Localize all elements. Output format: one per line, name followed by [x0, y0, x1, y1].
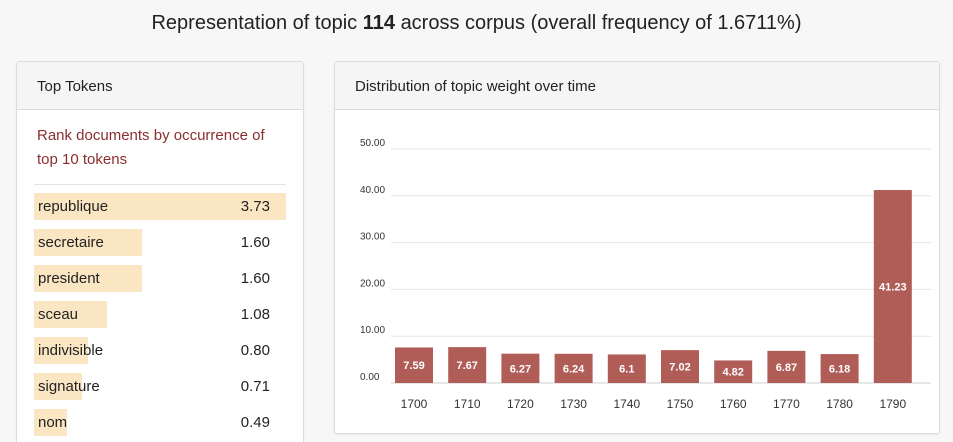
token-row[interactable]: secretaire 1.60	[34, 227, 286, 263]
rank-documents-link[interactable]: Rank documents by occurrence of top 10 t…	[37, 127, 265, 168]
token-weight-bar	[34, 229, 142, 256]
token-row[interactable]: nom 0.49	[34, 407, 286, 442]
x-tick-label: 1770	[773, 397, 800, 411]
token-value: 1.08	[240, 306, 270, 323]
distribution-chart: 0.00 10.00 20.00 30.00 40.00 50.00 7.59 1700 7.6…	[360, 138, 931, 411]
distribution-panel: Distribution of topic weight over time 0…	[334, 61, 940, 434]
x-tick-label: 1740	[613, 397, 640, 411]
page-title: Representation of topic 114 across corpu…	[0, 12, 953, 35]
y-tick-label: 20.00	[360, 278, 385, 289]
x-tick-label: 1710	[454, 397, 481, 411]
topic-number: 114	[362, 12, 395, 34]
token-list: republique 3.73 secretaire 1.60 president 1.6…	[34, 191, 286, 442]
bar-1740	[607, 354, 646, 383]
bar-1710	[448, 347, 487, 383]
bar-1760	[714, 360, 753, 383]
x-tick-label: 1730	[560, 397, 587, 411]
bar-1790	[873, 190, 912, 383]
token-name[interactable]: signature	[38, 378, 100, 395]
token-weight-bar	[34, 409, 67, 436]
title-suffix: across corpus (overall frequency of 1.67…	[400, 12, 802, 34]
x-tick-label: 1750	[667, 397, 694, 411]
token-value: 0.80	[240, 342, 270, 359]
token-value: 1.60	[240, 234, 270, 251]
bar-1720	[501, 353, 540, 383]
y-tick-label: 50.00	[360, 138, 385, 149]
title-prefix: Representation of topic	[151, 12, 358, 34]
bar-value-label: 7.02	[669, 362, 690, 374]
y-tick-label: 30.00	[360, 232, 385, 243]
token-weight-bar	[34, 265, 142, 292]
x-tick-label: 1720	[507, 397, 534, 411]
y-tick-label: 10.00	[360, 325, 385, 336]
top-tokens-panel: Top Tokens Rank documents by occurrence …	[16, 61, 304, 442]
token-row[interactable]: signature 0.71	[34, 371, 286, 407]
token-value: 3.73	[240, 198, 270, 215]
token-name[interactable]: secretaire	[38, 234, 104, 251]
bar-1780	[820, 354, 859, 383]
bar-value-label: 7.59	[403, 360, 424, 372]
token-row[interactable]: republique 3.73	[34, 191, 286, 227]
token-value: 0.49	[240, 414, 270, 431]
token-row[interactable]: indivisible 0.80	[34, 335, 286, 371]
bar-value-label: 4.82	[722, 367, 743, 379]
token-name[interactable]: nom	[38, 414, 68, 431]
bar-value-label: 6.24	[563, 363, 585, 375]
token-weight-bar	[34, 301, 107, 328]
x-tick-label: 1700	[401, 397, 428, 411]
bar-1730	[554, 353, 593, 383]
distribution-header: Distribution of topic weight over time	[335, 62, 939, 110]
token-name[interactable]: president	[38, 270, 100, 287]
divider	[34, 184, 286, 185]
token-name[interactable]: republique	[38, 198, 109, 215]
x-tick-label: 1790	[879, 397, 906, 411]
token-weight-bar	[34, 193, 286, 220]
token-weight-bar	[34, 337, 88, 364]
bar-1750	[661, 350, 699, 383]
bar-value-label: 41.23	[879, 282, 907, 294]
token-row[interactable]: president 1.60	[34, 263, 286, 299]
bar-value-label: 7.67	[456, 360, 477, 372]
bar-value-label: 6.1	[619, 364, 634, 376]
top-tokens-header: Top Tokens	[17, 62, 303, 110]
token-value: 0.71	[240, 378, 270, 395]
bar-value-label: 6.18	[829, 364, 850, 376]
token-name[interactable]: indivisible	[38, 342, 104, 359]
bar-1770	[767, 350, 806, 383]
bar-1700	[395, 347, 433, 383]
token-row[interactable]: sceau 1.08	[34, 299, 286, 335]
bar-value-label: 6.87	[776, 362, 797, 374]
x-tick-label: 1760	[720, 397, 747, 411]
x-tick-label: 1780	[826, 397, 853, 411]
token-name[interactable]: sceau	[38, 306, 79, 323]
y-tick-label: 40.00	[360, 185, 385, 196]
bar-value-label: 6.27	[510, 363, 531, 375]
y-tick-label: 0.00	[360, 372, 380, 383]
token-weight-bar	[34, 373, 82, 400]
token-value: 1.60	[240, 270, 270, 287]
